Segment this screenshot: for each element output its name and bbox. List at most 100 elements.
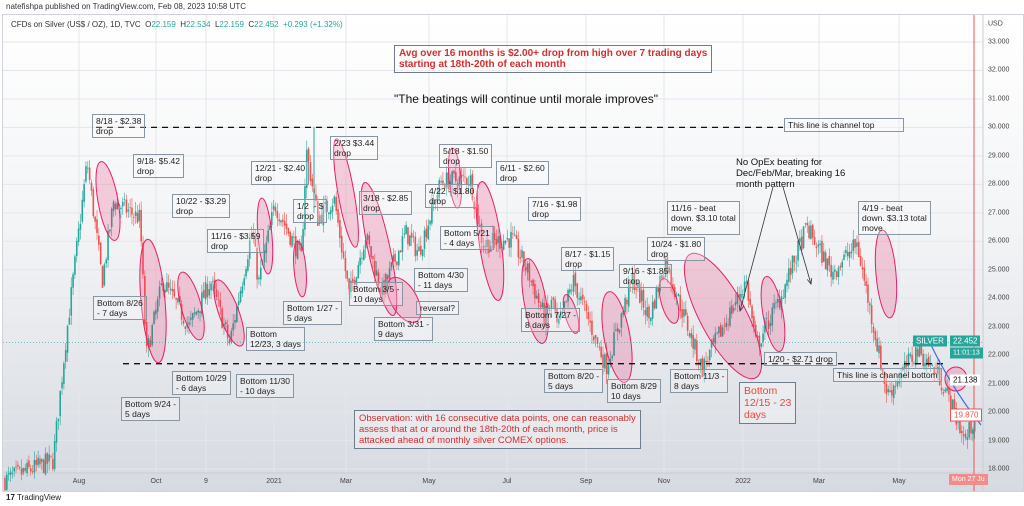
candle-body [550,299,553,310]
candle-body [900,372,902,379]
candle-body [379,288,382,293]
candle-body [156,298,159,312]
candle-body [905,363,908,367]
drop-highlight-ellipse [760,276,786,352]
candle-body [145,322,148,346]
drop-highlight-ellipse [333,138,359,248]
candle-body [212,281,214,283]
arrow-line [782,186,812,285]
candle-body [18,467,21,469]
candle-body [39,458,41,465]
candle-body [33,459,36,473]
candle-body [374,261,376,276]
candle-body [951,399,954,417]
candle-body [443,185,446,189]
candle-body [747,280,750,301]
bottom-annotation: Bottom 3/31 - 9 days [374,317,434,341]
candle-body [375,270,378,276]
candle-body [442,180,444,184]
price-tick: 24.000 [988,294,1010,302]
candle-body [696,340,698,362]
low-label: L [214,20,220,29]
candle-body [666,257,669,274]
candle-body [83,184,85,202]
candle-body [935,371,937,373]
crosshair-price-tag: 21.138 [950,374,981,386]
candle-body [552,297,555,300]
candle-body [87,167,89,169]
candle-body [521,250,523,258]
symbol-tag: SILVER [913,335,947,347]
candle-body [791,255,794,274]
time-tick: 9 [204,478,208,485]
candle-body [668,267,671,273]
chart-pane[interactable]: CFDs on Silver (US$ / OZ), 1D, TVC O22.1… [2,14,1024,492]
candle-body [467,184,470,186]
candle-body [164,290,166,293]
candle-body [337,208,339,223]
drop-highlight-ellipse [293,240,307,298]
drop-annotation: 9/18- $5.42 drop [133,154,185,178]
bottom-annotation: Bottom 8/26 - 7 days [93,296,147,320]
candle-body [339,219,341,239]
candle-body [865,281,867,286]
drop-highlight-ellipse [386,276,422,324]
candle-body [756,335,759,338]
candle-body [267,230,269,242]
price-tick: 28.000 [988,180,1010,188]
candle-body [957,422,959,424]
candle-body [828,255,831,266]
candle-body [662,276,665,279]
candle-body [648,306,650,319]
arrow-line [739,186,774,312]
candle-body [182,320,185,324]
candle-body [217,299,220,300]
candle-body [885,383,888,395]
candle-body [613,332,615,356]
candle-body [412,235,415,237]
candle-body [453,170,455,174]
candle-body [683,309,685,317]
candle-body [232,323,234,331]
candle-body [598,346,601,348]
candle-body [142,242,144,275]
candle-body [458,176,461,187]
candle-body [751,305,753,319]
opex-note: No OpEx beating for Dec/Feb/Mar, breakin… [736,157,846,190]
drop-highlight-ellipse [139,238,167,364]
candle-body [922,353,924,367]
candle-body [90,182,93,191]
candle-body [510,231,512,248]
candle-body [688,333,691,337]
candle-body [195,311,198,315]
candle-body [493,232,496,241]
candle-body [523,251,525,267]
candle-body [944,389,947,392]
candle-body [692,334,694,349]
drop-annotation: 10/24 - $1.80 drop [647,237,706,261]
candle-body [278,219,280,222]
candle-body [532,279,534,287]
candle-body [607,365,610,375]
price-plot [3,15,984,491]
candle-body [206,283,209,298]
candle-body [52,459,54,470]
close-label: C [248,20,255,29]
candle-body [307,148,310,162]
candle-body [287,228,290,234]
candle-body [20,468,23,475]
drop-highlight-ellipse [177,271,205,341]
candle-body [160,283,163,286]
candle-body [764,321,766,333]
candle-body [491,233,494,244]
candle-body [140,210,142,242]
candle-body [504,240,507,244]
candle-body [105,259,107,264]
candle-body [272,205,275,210]
candle-body [727,324,729,326]
candle-body [283,221,286,226]
candle-body [657,288,659,292]
candle-body [228,338,231,344]
candle-body [578,297,580,300]
candle-body [409,235,411,246]
